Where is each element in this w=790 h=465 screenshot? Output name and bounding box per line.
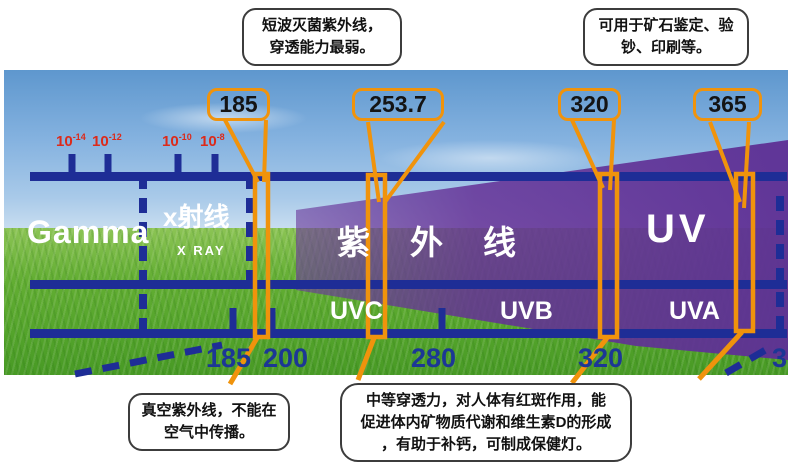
tick-10-14 bbox=[68, 154, 76, 174]
scale-label-10-10: 10-10 bbox=[162, 132, 192, 150]
tick-10-8 bbox=[211, 154, 219, 174]
funnel-185-left bbox=[223, 119, 260, 183]
badge-320: 320 bbox=[558, 88, 621, 121]
badge-185: 185 bbox=[207, 88, 270, 121]
badge-253-7: 253.7 bbox=[352, 88, 444, 121]
scale-label-10-14: 10-14 bbox=[56, 132, 86, 150]
leader-253-7 bbox=[355, 337, 377, 381]
callout-line: 促进体内矿物质代谢和维生素D的形成 bbox=[360, 413, 612, 431]
band-label-uv-cn: 紫外线 bbox=[337, 224, 556, 261]
ruler-bar-middle bbox=[30, 280, 787, 289]
callout-line: 中等穿透力，对人体有红斑作用，能 bbox=[365, 392, 606, 409]
tick-185 bbox=[229, 308, 237, 329]
marker-185 bbox=[252, 171, 271, 340]
funnel-185-right bbox=[262, 119, 268, 183]
callout-vacuum-uv: 真空紫外线，不能在 空气中传播。 bbox=[128, 393, 290, 451]
callout-line: 短波灭菌紫外线， bbox=[261, 17, 382, 34]
band-label-xray-en: X RAY bbox=[177, 243, 226, 258]
tick-200 bbox=[268, 308, 276, 329]
callout-line: 穿透能力最弱。 bbox=[269, 38, 375, 56]
funnel-320-left bbox=[570, 119, 605, 189]
band-label-gamma: Gamma bbox=[27, 214, 150, 250]
dashed-leader-left bbox=[74, 341, 223, 378]
band-label-xray-cn: x射线 bbox=[163, 202, 230, 232]
subband-label-uvb: UVB bbox=[500, 297, 553, 325]
leader-320 bbox=[570, 336, 609, 385]
marker-320 bbox=[597, 171, 620, 340]
scale-number-185: 185 bbox=[206, 343, 252, 373]
subband-label-uva: UVA bbox=[669, 297, 720, 325]
callout-line: 钞、印刷等。 bbox=[620, 38, 711, 56]
tick-10-10 bbox=[174, 154, 182, 174]
scale-label-10-8: 10-8 bbox=[200, 132, 225, 150]
scale-number-3-partial: 3 bbox=[772, 343, 788, 373]
callout-line: 可用于矿石鉴定、验 bbox=[598, 17, 734, 34]
callout-line: 真空紫外线，不能在 bbox=[141, 402, 277, 419]
scale-number-320: 320 bbox=[578, 343, 624, 373]
funnel-365-left bbox=[708, 121, 742, 203]
subband-label-uvc: UVC bbox=[330, 297, 383, 325]
scale-number-280: 280 bbox=[411, 343, 457, 373]
callout-uvb-effects: 中等穿透力，对人体有红斑作用，能 促进体内矿物质代谢和维生素D的形成 ，有助于补… bbox=[340, 383, 632, 463]
callout-line: 空气中传播。 bbox=[163, 423, 254, 441]
tick-280 bbox=[438, 308, 446, 329]
callout-uvc-germicidal: 短波灭菌紫外线， 穿透能力最弱。 bbox=[242, 8, 402, 66]
ruler-bar-top bbox=[30, 172, 787, 181]
scale-label-10-12: 10-12 bbox=[92, 132, 122, 150]
leader-185 bbox=[227, 336, 260, 386]
leader-365 bbox=[697, 330, 744, 381]
badge-365: 365 bbox=[693, 88, 762, 121]
funnel-365-right bbox=[742, 121, 751, 209]
ruler-bar-bottom bbox=[30, 329, 787, 338]
dashed-leader-right bbox=[724, 341, 776, 377]
tick-10-12 bbox=[104, 154, 112, 174]
band-label-uv: UV bbox=[646, 207, 710, 251]
funnel-253-left bbox=[366, 121, 381, 203]
callout-uva-uses: 可用于矿石鉴定、验 钞、印刷等。 bbox=[583, 8, 749, 66]
scale-number-200: 200 bbox=[263, 343, 309, 373]
funnel-320-right bbox=[608, 119, 616, 191]
callout-line: ，有助于补钙，可制成保健灯。 bbox=[380, 435, 591, 453]
funnel-253-right bbox=[383, 120, 446, 204]
